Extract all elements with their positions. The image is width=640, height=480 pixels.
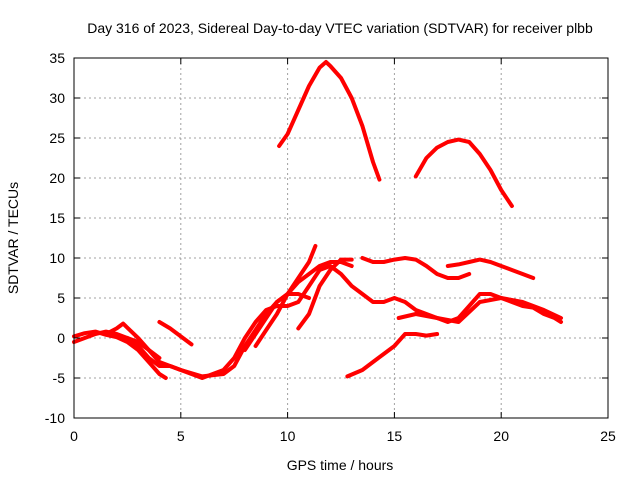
y-axis-title: SDTVAR / TECUs	[5, 182, 21, 294]
y-tick-label: -10	[45, 410, 65, 426]
y-tick-label: 20	[49, 170, 65, 186]
plot-frame	[73, 57, 609, 419]
tick-layer	[73, 57, 609, 419]
series-arc-3	[104, 260, 354, 379]
series-arc-8	[277, 60, 382, 182]
y-tick-label: 10	[49, 250, 65, 266]
y-tick-label: -5	[53, 370, 66, 386]
y-tick-label: 35	[49, 50, 65, 66]
y-tick-label: 15	[49, 210, 65, 226]
x-tick-label: 20	[493, 428, 509, 444]
series-arc-12	[396, 296, 563, 324]
x-tick-label: 5	[177, 428, 185, 444]
x-tick-label: 0	[70, 428, 78, 444]
x-axis-title: GPS time / hours	[287, 457, 394, 473]
series-arc-7	[242, 292, 311, 352]
x-tick-label: 10	[280, 428, 296, 444]
y-tick-labels: -10 -5 0 5 10 15 20 25 30 35	[45, 50, 65, 426]
y-tick-label: 5	[57, 290, 65, 306]
y-tick-label: 0	[57, 330, 65, 346]
x-tick-label: 25	[600, 428, 616, 444]
series-arc-5	[157, 320, 194, 347]
series-arc-10	[345, 332, 440, 379]
series-arc-1	[72, 329, 168, 380]
x-tick-labels: 0 5 10 15 20 25	[70, 428, 616, 444]
y-tick-label: 25	[49, 130, 65, 146]
series-layer	[72, 60, 563, 380]
series-arc-11	[360, 256, 472, 280]
chart-title: Day 316 of 2023, Sidereal Day-to-day VTE…	[87, 20, 593, 36]
series-arc-14	[445, 257, 536, 280]
x-tick-label: 15	[387, 428, 403, 444]
series-arc-13	[413, 137, 514, 208]
series-arc-4	[125, 264, 563, 380]
y-tick-label: 30	[49, 90, 65, 106]
series-arc-9	[296, 257, 354, 331]
